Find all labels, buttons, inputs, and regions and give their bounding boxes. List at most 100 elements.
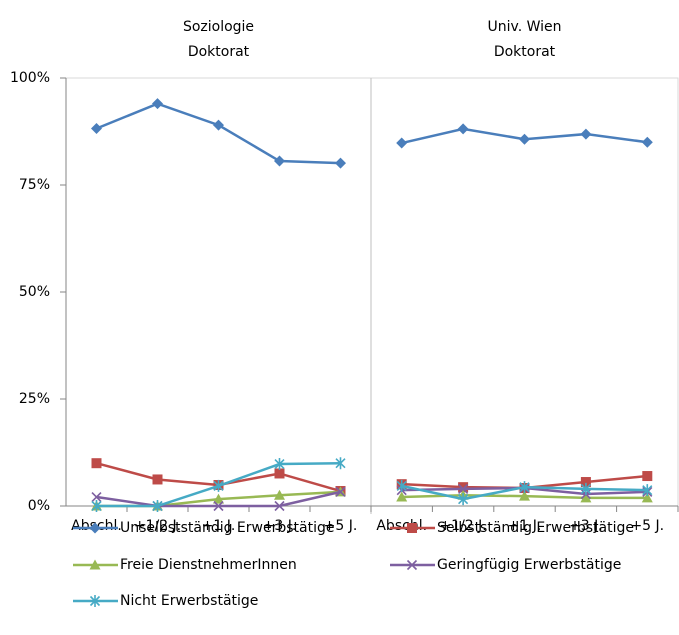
panel-subtitle: Doktorat <box>188 44 250 60</box>
marker-shape <box>91 123 102 135</box>
marker <box>213 500 224 512</box>
marker-shape <box>407 523 417 533</box>
marker-shape <box>91 491 102 503</box>
x-tick-label: +1 J. <box>202 518 236 534</box>
marker-shape <box>152 500 163 512</box>
marker <box>274 458 285 471</box>
y-tick-label: 50% <box>19 284 50 300</box>
marker-shape <box>335 157 346 169</box>
marker <box>152 500 163 512</box>
marker-shape <box>213 500 224 512</box>
marker-shape <box>580 482 591 495</box>
marker-shape <box>91 458 102 469</box>
marker-shape <box>335 486 346 497</box>
marker <box>519 133 530 145</box>
x-tick-label: Abschl. <box>376 518 427 534</box>
marker-shape <box>519 481 530 494</box>
marker <box>458 493 469 506</box>
marker <box>458 483 469 494</box>
marker <box>335 157 346 169</box>
legend-label: Nicht Erwerbstätige <box>120 593 258 609</box>
marker <box>642 484 653 497</box>
marker-shape <box>335 457 346 470</box>
x-tick-label: +1/2 J. <box>439 518 486 534</box>
marker <box>152 474 163 485</box>
marker-shape <box>519 490 530 501</box>
marker-shape <box>89 522 101 534</box>
x-tick-label: +1 J. <box>508 518 542 534</box>
marker-shape <box>642 484 653 497</box>
marker-shape <box>274 155 285 167</box>
marker <box>396 137 408 149</box>
legend-marker <box>406 559 418 571</box>
marker-shape <box>580 477 591 488</box>
marker <box>91 123 102 135</box>
marker <box>274 489 285 500</box>
marker <box>335 486 346 497</box>
marker <box>641 492 653 503</box>
marker <box>274 468 285 479</box>
x-tick-label: +5 J. <box>630 518 664 534</box>
legend-marker <box>89 595 101 607</box>
marker-shape <box>91 500 102 512</box>
panel-subtitle: Doktorat <box>494 44 556 60</box>
marker-shape <box>274 458 285 471</box>
marker <box>457 123 469 135</box>
marker-shape <box>458 483 469 494</box>
marker-shape <box>641 492 653 503</box>
legend-item: Geringfügig Erwerbstätige <box>390 557 621 573</box>
marker <box>396 491 408 502</box>
marker-shape <box>274 489 285 500</box>
x-tick-label: +5 J. <box>324 518 358 534</box>
marker-shape <box>274 500 285 512</box>
marker <box>91 458 102 469</box>
legend-item: Selbstständig Erwerbstätige <box>390 520 634 536</box>
marker-shape <box>152 474 163 485</box>
marker-shape <box>274 468 285 479</box>
legend-item: Freie DienstnehmerInnen <box>73 557 297 573</box>
series-line <box>96 102 341 165</box>
y-tick-label: 25% <box>19 391 50 407</box>
marker <box>642 471 653 482</box>
marker-shape <box>213 479 224 492</box>
marker-shape <box>406 559 418 571</box>
marker <box>519 490 530 501</box>
marker <box>213 119 224 131</box>
marker-shape <box>396 479 407 492</box>
y-tick-label: 0% <box>28 498 50 514</box>
marker <box>152 98 163 110</box>
marker <box>213 493 224 504</box>
marker-shape <box>89 559 101 570</box>
plot-frame <box>65 77 679 507</box>
marker <box>396 479 407 492</box>
x-tick-label: +3 J. <box>263 518 297 534</box>
legend-marker <box>89 522 101 534</box>
legend-label: Geringfügig Erwerbstätige <box>437 557 621 573</box>
marker <box>458 482 469 493</box>
marker-shape <box>580 492 592 503</box>
marker <box>519 481 530 494</box>
legend-label: Freie DienstnehmerInnen <box>120 557 297 573</box>
legend-label: Unselbstständig Erwerbstätige <box>120 520 334 536</box>
y-tick-label: 100% <box>10 70 50 86</box>
marker-shape <box>519 133 530 145</box>
marker <box>641 136 653 148</box>
marker-shape <box>642 471 653 482</box>
panel-title: Soziologie <box>183 19 254 35</box>
marker-shape <box>213 493 224 504</box>
marker-shape <box>396 491 408 502</box>
legend-item: Nicht Erwerbstätige <box>73 593 258 609</box>
legend-marker <box>89 559 101 570</box>
marker <box>213 479 224 492</box>
marker <box>274 155 285 167</box>
marker-shape <box>580 128 592 140</box>
marker <box>91 491 102 503</box>
legend-item: Unselbstständig Erwerbstätige <box>73 520 334 536</box>
y-tick-label: 75% <box>19 177 50 193</box>
marker <box>580 492 592 503</box>
marker <box>580 482 591 495</box>
marker <box>580 128 592 140</box>
x-tick-label: +1/2 J. <box>134 518 181 534</box>
marker-shape <box>152 98 163 110</box>
